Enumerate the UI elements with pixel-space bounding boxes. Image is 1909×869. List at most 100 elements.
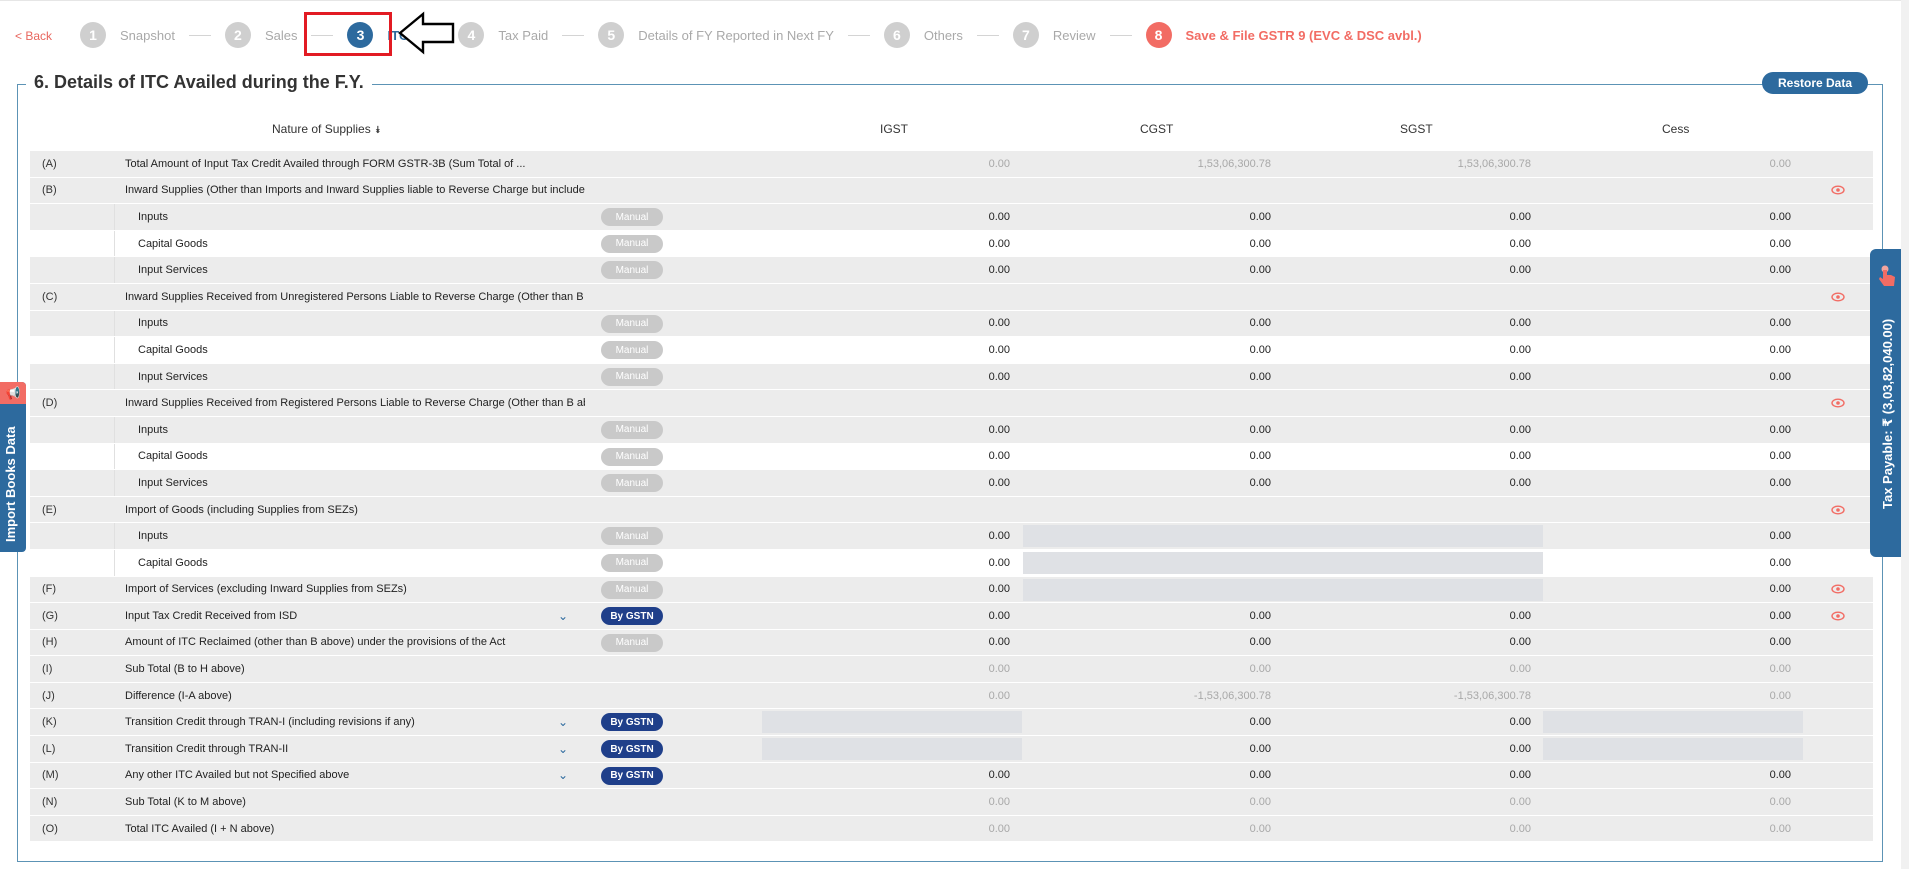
cgst-value[interactable]: 0.00	[1249, 210, 1271, 223]
igst-value[interactable]: 0.00	[988, 556, 1010, 569]
cess-value[interactable]: 0.00	[1769, 264, 1791, 277]
step-number: 3	[347, 22, 374, 48]
cess-value[interactable]: 0.00	[1769, 210, 1791, 223]
chevron-down-icon[interactable]: ⌄	[558, 741, 569, 756]
sgst-value[interactable]: 0.00	[1509, 769, 1531, 782]
igst-value[interactable]: 0.00	[988, 530, 1010, 543]
cess-value[interactable]: 0.00	[1769, 476, 1791, 489]
igst-value[interactable]: 0.00	[988, 343, 1010, 356]
step-others[interactable]: 6 Others	[883, 21, 1013, 49]
cess-value[interactable]: 0.00	[1769, 237, 1791, 250]
by-gstn-button[interactable]: By GSTN	[601, 740, 663, 759]
manual-badge[interactable]: Manual	[601, 341, 663, 360]
sgst-value[interactable]: 0.00	[1509, 609, 1531, 622]
chevron-down-icon[interactable]: ⌄	[558, 608, 569, 623]
eye-icon[interactable]	[1831, 178, 1845, 204]
sgst-value[interactable]: 0.00	[1509, 716, 1531, 729]
cess-value[interactable]: 0.00	[1769, 530, 1791, 543]
step-review[interactable]: 7 Review	[1012, 21, 1146, 49]
manual-badge[interactable]: Manual	[601, 234, 663, 253]
cgst-value[interactable]: 0.00	[1249, 742, 1271, 755]
eye-icon[interactable]	[1831, 577, 1845, 603]
igst-value[interactable]: 0.00	[988, 317, 1010, 330]
sgst-value[interactable]: 0.00	[1509, 423, 1531, 436]
manual-badge[interactable]: Manual	[601, 261, 663, 280]
cgst-value[interactable]: 0.00	[1249, 343, 1271, 356]
cgst-value[interactable]: 0.00	[1249, 370, 1271, 383]
manual-badge[interactable]: Manual	[601, 208, 663, 227]
step-tax-paid[interactable]: 4 Tax Paid	[458, 21, 598, 49]
sgst-value[interactable]: 0.00	[1509, 370, 1531, 383]
eye-icon[interactable]	[1831, 497, 1845, 523]
cess-value[interactable]: 0.00	[1769, 370, 1791, 383]
step-save-file[interactable]: 8 Save & File GSTR 9 (EVC & DSC avbl.)	[1145, 21, 1422, 49]
igst-value[interactable]: 0.00	[988, 609, 1010, 622]
manual-badge[interactable]: Manual	[601, 527, 663, 546]
header-nature[interactable]: Nature of Supplies ⯯	[272, 122, 381, 136]
manual-badge[interactable]: Manual	[601, 633, 663, 652]
cess-value[interactable]: 0.00	[1769, 556, 1791, 569]
igst-value[interactable]: 0.00	[988, 636, 1010, 649]
by-gstn-button[interactable]: By GSTN	[601, 766, 663, 785]
igst-value[interactable]: 0.00	[988, 370, 1010, 383]
cgst-value[interactable]: 0.00	[1249, 264, 1271, 277]
cess-value[interactable]: 0.00	[1769, 583, 1791, 596]
page-scrollbar[interactable]	[1901, 0, 1909, 869]
by-gstn-button[interactable]: By GSTN	[601, 713, 663, 732]
igst-value[interactable]: 0.00	[988, 476, 1010, 489]
manual-badge[interactable]: Manual	[601, 447, 663, 466]
igst-value[interactable]: 0.00	[988, 769, 1010, 782]
chevron-down-icon[interactable]: ⌄	[558, 715, 569, 730]
cgst-value[interactable]: 0.00	[1249, 636, 1271, 649]
cgst-value[interactable]: 0.00	[1249, 423, 1271, 436]
import-books-tab[interactable]: 📢 Import Books Data	[0, 382, 26, 552]
manual-badge[interactable]: Manual	[601, 580, 663, 599]
cgst-value[interactable]: 0.00	[1249, 476, 1271, 489]
manual-badge[interactable]: Manual	[601, 553, 663, 572]
sgst-value[interactable]: 0.00	[1509, 343, 1531, 356]
igst-value[interactable]: 0.00	[988, 210, 1010, 223]
cgst-value[interactable]: 0.00	[1249, 609, 1271, 622]
step-sales[interactable]: 2 Sales	[224, 21, 348, 49]
manual-badge[interactable]: Manual	[601, 367, 663, 386]
cgst-value[interactable]: 0.00	[1249, 769, 1271, 782]
igst-value[interactable]: 0.00	[988, 583, 1010, 596]
eye-icon[interactable]	[1831, 603, 1845, 629]
sgst-value[interactable]: 0.00	[1509, 317, 1531, 330]
sgst-value[interactable]: 0.00	[1509, 450, 1531, 463]
cess-value[interactable]: 0.00	[1769, 343, 1791, 356]
cgst-value[interactable]: 0.00	[1249, 716, 1271, 729]
step-details-next-fy[interactable]: 5 Details of FY Reported in Next FY	[598, 21, 884, 49]
sgst-value[interactable]: 0.00	[1509, 264, 1531, 277]
manual-badge[interactable]: Manual	[601, 314, 663, 333]
sgst-value[interactable]: 0.00	[1509, 237, 1531, 250]
cess-value[interactable]: 0.00	[1769, 636, 1791, 649]
restore-data-button[interactable]: Restore Data	[1762, 72, 1868, 94]
cess-value[interactable]: 0.00	[1769, 423, 1791, 436]
igst-value[interactable]: 0.00	[988, 423, 1010, 436]
cess-value[interactable]: 0.00	[1769, 769, 1791, 782]
manual-badge[interactable]: Manual	[601, 474, 663, 493]
cess-value[interactable]: 0.00	[1769, 609, 1791, 622]
sgst-value[interactable]: 0.00	[1509, 210, 1531, 223]
back-link[interactable]: < Back	[15, 29, 53, 43]
sgst-value[interactable]: 0.00	[1509, 636, 1531, 649]
sort-icon[interactable]: ⯯	[374, 125, 381, 136]
eye-icon[interactable]	[1831, 390, 1845, 416]
cess-value[interactable]: 0.00	[1769, 317, 1791, 330]
sgst-value[interactable]: 0.00	[1509, 476, 1531, 489]
cess-value[interactable]: 0.00	[1769, 450, 1791, 463]
manual-badge[interactable]: Manual	[601, 420, 663, 439]
cgst-value[interactable]: 0.00	[1249, 450, 1271, 463]
step-snapshot[interactable]: 1 Snapshot	[80, 21, 225, 49]
cgst-value[interactable]: 0.00	[1249, 317, 1271, 330]
chevron-down-icon[interactable]: ⌄	[558, 768, 569, 783]
igst-value[interactable]: 0.00	[988, 264, 1010, 277]
eye-icon[interactable]	[1831, 284, 1845, 310]
sgst-value[interactable]: 0.00	[1509, 742, 1531, 755]
cgst-value[interactable]: 0.00	[1249, 237, 1271, 250]
igst-value[interactable]: 0.00	[988, 237, 1010, 250]
step-itc[interactable]: 3 ITC	[347, 21, 458, 49]
by-gstn-button[interactable]: By GSTN	[601, 607, 663, 626]
igst-value[interactable]: 0.00	[988, 450, 1010, 463]
